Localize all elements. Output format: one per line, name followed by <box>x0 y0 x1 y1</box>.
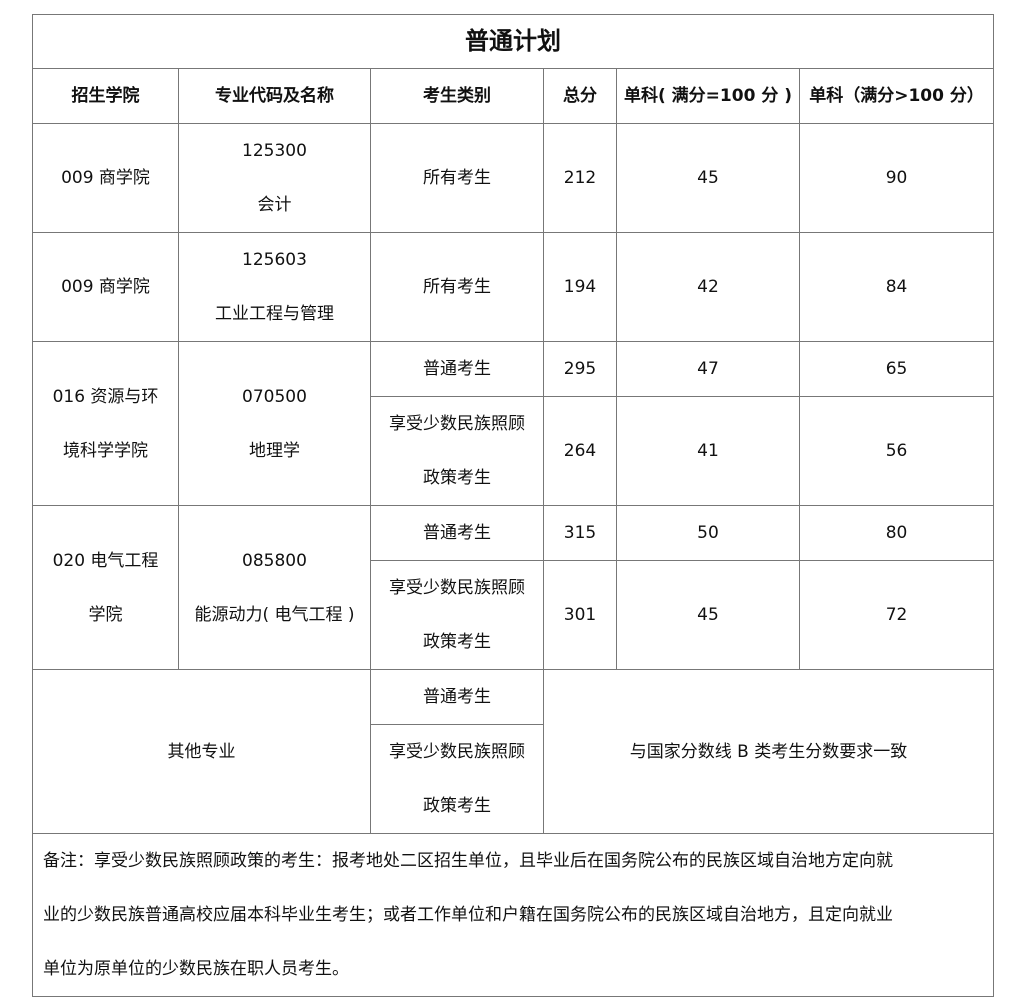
category: 享受少数民族照顾 政策考生 <box>370 560 544 670</box>
single-over-100: 72 <box>798 560 995 670</box>
single-over-100: 90 <box>798 123 995 233</box>
major-code: 070500 <box>242 386 307 407</box>
single-over-100: 56 <box>798 396 995 506</box>
other-majors: 其他专业 <box>32 669 371 834</box>
college: 009 商学院 <box>32 232 179 342</box>
table-row: 016 资源与环 境科学学院 070500 地理学 普通考生 295 47 65 <box>32 341 995 506</box>
note-line: 单位为原单位的少数民族在职人员考生。 <box>43 959 349 979</box>
header-row: 招生学院 专业代码及名称 考生类别 总分 单科( 满分=100 分 ) 单科（满… <box>32 68 995 124</box>
table-row: 享受少数民族照顾 政策考生 <box>33 724 994 834</box>
single-100: 42 <box>616 232 800 342</box>
major: 085800 能源动力( 电气工程 ) <box>178 505 371 670</box>
category-line: 享受少数民族照顾 <box>389 578 525 598</box>
total: 315 <box>543 505 617 561</box>
single-100: 41 <box>616 396 800 506</box>
college: 020 电气工程 学院 <box>32 505 179 670</box>
major-name: 工业工程与管理 <box>215 304 334 324</box>
single-100: 47 <box>616 341 800 397</box>
category: 所有考生 <box>370 232 544 342</box>
college-line: 016 资源与环 <box>52 386 159 407</box>
category: 普通考生 <box>370 505 544 561</box>
college-line: 境科学学院 <box>63 440 148 461</box>
note: 备注：享受少数民族照顾政策的考生：报考地处二区招生单位，且毕业后在国务院公布的民… <box>31 833 995 997</box>
total: 264 <box>543 396 617 506</box>
major-name: 地理学 <box>249 440 300 461</box>
note-line: 备注：享受少数民族照顾政策的考生：报考地处二区招生单位，且毕业后在国务院公布的民… <box>43 851 893 871</box>
category-line: 政策考生 <box>423 796 491 816</box>
major-code: 125603 <box>242 250 307 270</box>
table-row: 009 商学院 125300 会计 所有考生 212 45 90 <box>32 123 995 233</box>
major-name: 会计 <box>257 195 292 215</box>
header-major: 专业代码及名称 <box>178 68 371 124</box>
header-total: 总分 <box>543 68 617 124</box>
category-line: 政策考生 <box>423 468 491 488</box>
category: 享受少数民族照顾 政策考生 <box>370 724 544 834</box>
major: 125603 工业工程与管理 <box>178 232 371 342</box>
single-100: 45 <box>616 560 800 670</box>
major: 070500 地理学 <box>178 341 371 506</box>
college: 016 资源与环 境科学学院 <box>32 341 179 506</box>
score-table: 普通计划 招生学院 专业代码及名称 考生类别 总分 单科( 满分=100 分 )… <box>31 14 995 997</box>
other-requirement: 与国家分数线 B 类考生分数要求一致 <box>542 669 995 834</box>
single-over-100: 80 <box>798 505 995 561</box>
single-100: 45 <box>616 123 800 233</box>
header-single-100: 单科( 满分=100 分 ) <box>616 68 800 124</box>
major-code: 125300 <box>242 141 307 161</box>
college-line: 学院 <box>88 604 123 625</box>
total: 194 <box>543 232 617 342</box>
category-line: 享受少数民族照顾 <box>389 742 525 762</box>
table-title: 普通计划 <box>31 14 995 69</box>
table-row: 其他专业 普通考生 与国家分数线 B 类考生分数要求一致 <box>32 669 995 834</box>
major: 125300 会计 <box>178 123 371 233</box>
header-single-over-100: 单科（满分>100 分） <box>798 68 995 124</box>
total: 295 <box>543 341 617 397</box>
category-line: 享受少数民族照顾 <box>389 414 525 434</box>
college: 009 商学院 <box>32 123 179 233</box>
total: 212 <box>543 123 617 233</box>
category: 所有考生 <box>370 123 544 233</box>
table-row: 020 电气工程 学院 085800 能源动力( 电气工程 ) 普通考生 315 5… <box>32 505 995 670</box>
header-category: 考生类别 <box>370 68 544 124</box>
major-name: 能源动力( 电气工程 ) <box>194 604 355 625</box>
single-over-100: 65 <box>798 341 995 397</box>
table-row: 009 商学院 125603 工业工程与管理 所有考生 194 42 84 <box>32 232 995 342</box>
header-college: 招生学院 <box>32 68 179 124</box>
college-line: 020 电气工程 <box>52 550 159 571</box>
category: 享受少数民族照顾 政策考生 <box>370 396 544 506</box>
category: 普通考生 <box>370 669 544 725</box>
total: 301 <box>543 560 617 670</box>
table-row: 享受少数民族照顾 政策考生 264 41 56 <box>33 396 995 506</box>
single-100: 50 <box>616 505 800 561</box>
major-code: 085800 <box>242 550 307 571</box>
note-row: 备注：享受少数民族照顾政策的考生：报考地处二区招生单位，且毕业后在国务院公布的民… <box>31 833 995 997</box>
single-over-100: 84 <box>798 232 995 342</box>
table-row: 享受少数民族照顾 政策考生 301 45 72 <box>33 560 995 670</box>
category-line: 政策考生 <box>423 632 491 652</box>
category: 普通考生 <box>370 341 544 397</box>
note-line: 业的少数民族普通高校应届本科毕业生考生；或者工作单位和户籍在国务院公布的民族区域… <box>43 905 893 925</box>
